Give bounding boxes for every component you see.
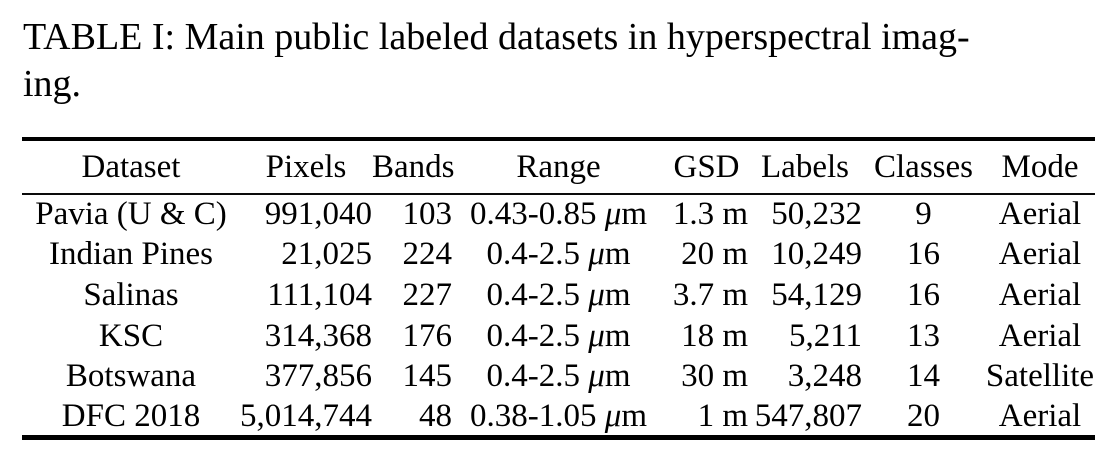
column-header-classes: Classes — [862, 139, 985, 195]
cell-labels: 547,807 — [754, 397, 862, 434]
cell-bands: 224 — [402, 236, 453, 273]
cell-classes: 16 — [907, 236, 940, 273]
cell-mode: Aerial — [998, 196, 1082, 233]
cell-classes: 13 — [907, 317, 940, 354]
cell-mode: Aerial — [998, 317, 1082, 354]
column-header-labels: Labels — [748, 139, 862, 195]
cell-gsd: 18 m — [681, 317, 748, 354]
cell-pixels: 991,040 — [264, 196, 372, 233]
cell-range: 0.4-2.5 μm — [486, 276, 631, 313]
cell-gsd: 3.7 m — [672, 276, 748, 313]
datasets-table: Dataset Pixels Bands Range GSD Labels Cl… — [22, 137, 1095, 441]
micro-symbol: μ — [588, 358, 605, 395]
table-row-ksc: KSC 314,368 176 0.4-2.5 μm 18 m 5,211 13… — [22, 316, 1095, 357]
cell-dataset: KSC — [98, 317, 164, 354]
cell-dataset: Salinas — [83, 276, 179, 313]
table-row-botswana: Botswana 377,856 145 0.4-2.5 μm 30 m 3,2… — [22, 356, 1095, 397]
cell-gsd: 1.3 m — [672, 196, 748, 233]
meter-unit: m — [604, 276, 631, 313]
caption-line-2: ing. — [23, 63, 82, 105]
cell-labels: 10,249 — [771, 236, 862, 273]
cell-mode: Aerial — [998, 236, 1082, 273]
cell-bands: 176 — [402, 317, 453, 354]
column-header-range: Range — [452, 139, 665, 195]
micro-symbol: μ — [604, 397, 622, 434]
cell-range: 0.4-2.5 μm — [486, 317, 631, 354]
cell-gsd: 30 m — [681, 358, 748, 395]
table-row-pavia: Pavia (U & C) 991,040 103 0.43-0.85 μm 1… — [22, 194, 1095, 235]
column-header-mode: Mode — [985, 139, 1095, 195]
cell-dataset: Pavia (U & C) — [35, 196, 227, 233]
cell-labels: 54,129 — [771, 276, 862, 313]
meter-unit: m — [621, 196, 647, 233]
cell-gsd: 1 m — [697, 397, 748, 434]
table-row-dfc-2018: DFC 2018 5,014,744 48 0.38-1.05 μm 1 m 5… — [22, 397, 1095, 438]
column-header-dataset: Dataset — [22, 139, 240, 195]
cell-range: 0.38-1.05 μm — [470, 397, 647, 434]
meter-unit: m — [604, 317, 631, 354]
cell-gsd: 20 m — [681, 236, 748, 273]
micro-symbol: μ — [604, 196, 622, 233]
cell-pixels: 377,856 — [264, 358, 372, 395]
cell-dataset: Indian Pines — [48, 236, 214, 273]
micro-symbol: μ — [588, 276, 605, 313]
cell-pixels: 21,025 — [281, 236, 372, 273]
cell-bands: 227 — [402, 276, 453, 313]
cell-classes: 9 — [915, 196, 932, 233]
cell-classes: 16 — [907, 276, 940, 313]
cell-labels: 5,211 — [788, 317, 862, 354]
cell-classes: 14 — [907, 358, 940, 395]
cell-classes: 20 — [907, 397, 940, 434]
meter-unit: m — [604, 236, 631, 273]
column-header-gsd: GSD — [665, 139, 748, 195]
table-caption: TABLE I: Main public labeled datasets in… — [23, 14, 1085, 108]
cell-bands: 48 — [419, 397, 452, 434]
table-row-indian-pines: Indian Pines 21,025 224 0.4-2.5 μm 20 m … — [22, 235, 1095, 276]
column-header-bands: Bands — [372, 139, 455, 195]
cell-bands: 103 — [402, 196, 453, 233]
cell-labels: 50,232 — [771, 196, 862, 233]
header-row: Dataset Pixels Bands Range GSD Labels Cl… — [22, 139, 1095, 195]
column-header-pixels: Pixels — [240, 139, 372, 195]
cell-mode: Satellite — [985, 358, 1095, 395]
cell-labels: 3,248 — [787, 358, 862, 395]
cell-range: 0.4-2.5 μm — [486, 358, 631, 395]
cell-mode: Aerial — [998, 276, 1082, 313]
meter-unit: m — [604, 358, 631, 395]
cell-range: 0.4-2.5 μm — [486, 236, 631, 273]
cell-mode: Aerial — [998, 397, 1082, 434]
caption-line-1: TABLE I: Main public labeled datasets in… — [23, 16, 970, 58]
cell-dataset: DFC 2018 — [61, 397, 201, 434]
cell-pixels: 314,368 — [264, 317, 372, 354]
cell-pixels: 5,014,744 — [240, 397, 372, 434]
meter-unit: m — [621, 397, 647, 434]
cell-dataset: Botswana — [65, 358, 197, 395]
micro-symbol: μ — [588, 236, 605, 273]
micro-symbol: μ — [588, 317, 605, 354]
cell-bands: 145 — [402, 358, 453, 395]
cell-range: 0.43-0.85 μm — [470, 196, 647, 233]
table-row-salinas: Salinas 111,104 227 0.4-2.5 μm 3.7 m 54,… — [22, 275, 1095, 316]
cell-pixels: 111,104 — [267, 276, 372, 313]
